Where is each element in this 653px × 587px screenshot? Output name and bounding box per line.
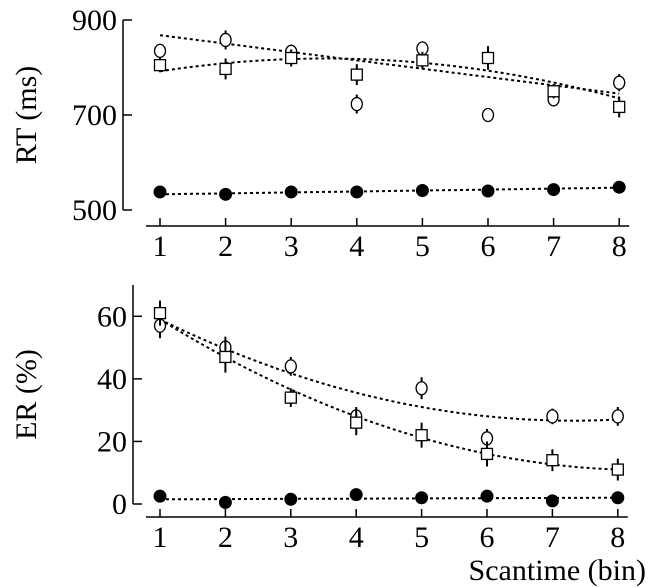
- data-point-open-square: [350, 68, 363, 81]
- data-point-open-circle: [415, 381, 428, 396]
- er-chart: 0 20 40 60 1 2 3 4 5 6 7 8 ER (%) Scantime (bin): [10, 285, 646, 587]
- fit-line: [160, 496, 618, 501]
- data-point-open-square: [613, 100, 626, 114]
- data-point-filled-circle: [284, 185, 298, 199]
- x-tick-label: 7: [545, 521, 560, 554]
- y-tick-label: 60: [97, 300, 127, 333]
- data-point-open-square: [284, 391, 297, 404]
- x-tick-label: 2: [218, 230, 233, 263]
- y-tick-label: 0: [112, 488, 127, 521]
- data-point-filled-circle: [219, 187, 233, 201]
- data-point-filled-circle: [218, 495, 232, 509]
- x-tick-label: 2: [218, 521, 233, 554]
- fit-line: [159, 318, 618, 422]
- data-point-open-square: [416, 54, 429, 67]
- data-point-filled-circle: [545, 494, 559, 508]
- data-point-filled-circle: [415, 184, 429, 198]
- rt-chart: 500 700 900 1 2 3 4 5 6 7 8 RT (ms): [10, 4, 630, 263]
- data-point-filled-circle: [350, 185, 364, 199]
- data-point-open-circle: [284, 359, 297, 374]
- x-tick-label: 8: [612, 230, 627, 263]
- x-tick-label: 3: [284, 230, 299, 263]
- x-tick-label: 7: [546, 230, 561, 263]
- data-point-open-square: [611, 463, 624, 476]
- fit-line: [159, 318, 618, 471]
- x-tick-label: 6: [481, 230, 496, 263]
- data-point-open-circle: [481, 107, 495, 123]
- data-point-open-circle: [219, 32, 232, 48]
- fit-line: [159, 34, 620, 95]
- data-point-filled-circle: [153, 185, 167, 199]
- y-tick-label: 500: [72, 194, 117, 227]
- fit-line: [159, 186, 620, 196]
- data-point-filled-circle: [612, 180, 626, 194]
- x-tick-label: 4: [349, 521, 364, 554]
- data-point-open-square: [219, 350, 232, 364]
- y-tick-label: 40: [97, 363, 127, 396]
- y-tick-label: 20: [97, 425, 127, 458]
- data-point-filled-circle: [153, 489, 167, 503]
- fit-line: [159, 57, 620, 100]
- data-point-open-square: [547, 85, 560, 98]
- data-point-open-square: [153, 58, 167, 72]
- x-tick-label: 6: [480, 521, 495, 554]
- x-tick-label: 8: [610, 521, 625, 554]
- data-point-open-circle: [611, 409, 624, 424]
- x-axis-label: Scantime (bin): [469, 554, 646, 587]
- data-point-open-circle: [350, 96, 363, 112]
- data-point-open-square: [415, 429, 428, 442]
- data-point-open-square: [285, 51, 298, 65]
- y-axis-label: RT (ms): [10, 66, 43, 164]
- x-tick-label: 3: [283, 521, 298, 554]
- data-point-open-square: [350, 416, 363, 429]
- data-point-open-square: [153, 307, 167, 320]
- y-tick-label: 700: [72, 99, 117, 132]
- data-point-filled-circle: [480, 489, 494, 503]
- data-point-open-square: [481, 51, 495, 65]
- x-tick-label: 1: [153, 230, 168, 263]
- x-tick-label: 5: [414, 521, 429, 554]
- y-tick-label: 900: [72, 4, 117, 37]
- data-point-open-square: [480, 447, 494, 461]
- data-point-filled-circle: [349, 488, 363, 502]
- data-point-filled-circle: [284, 492, 298, 506]
- x-tick-label: 1: [153, 521, 168, 554]
- x-tick-label: 5: [415, 230, 430, 263]
- data-point-filled-circle: [547, 183, 561, 197]
- data-point-filled-circle: [415, 491, 429, 505]
- data-point-open-circle: [613, 75, 626, 90]
- data-point-filled-circle: [481, 184, 495, 198]
- data-point-open-circle: [153, 43, 167, 59]
- data-point-open-square: [219, 62, 232, 76]
- y-axis-label: ER (%): [10, 349, 43, 440]
- data-point-filled-circle: [611, 491, 625, 505]
- data-point-open-square: [546, 454, 559, 467]
- x-tick-label: 4: [349, 230, 364, 263]
- data-point-open-circle: [546, 409, 559, 424]
